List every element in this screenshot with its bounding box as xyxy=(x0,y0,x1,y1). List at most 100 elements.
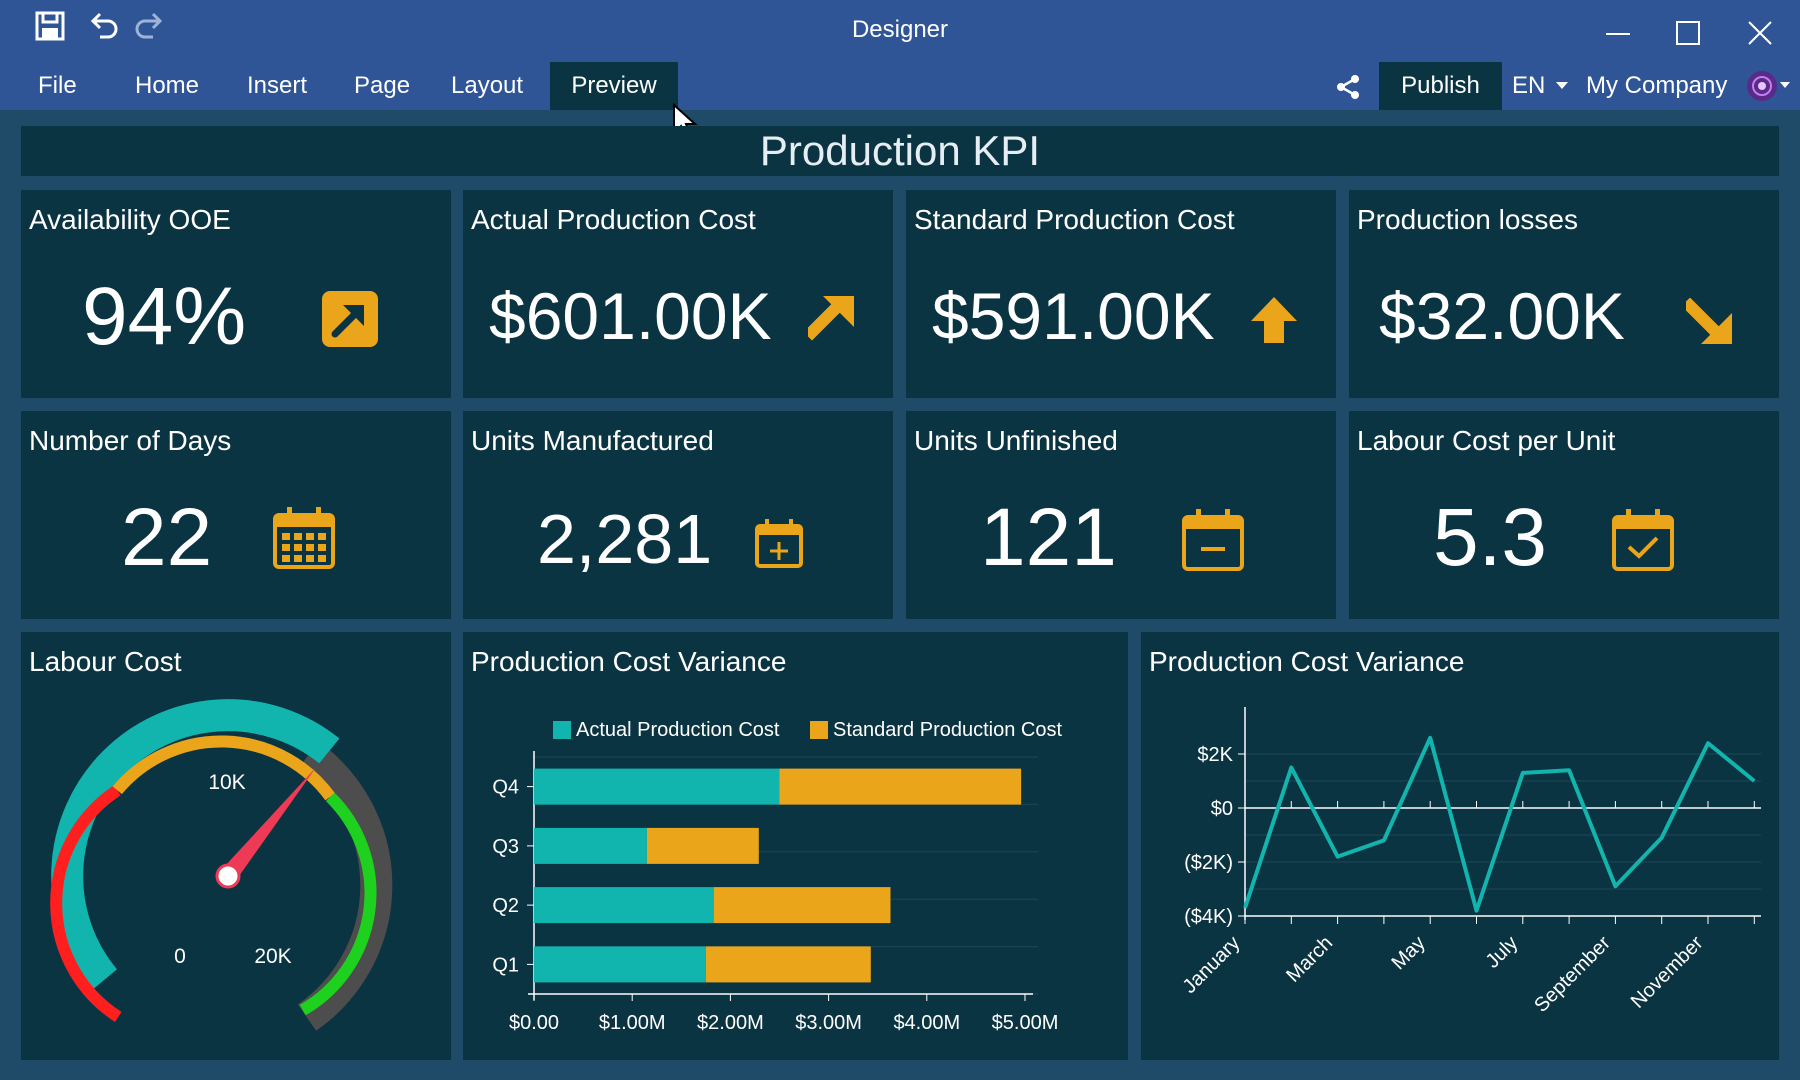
language-label: EN xyxy=(1512,72,1546,99)
chevron-down-icon xyxy=(1780,82,1790,88)
y-tick-label: Q2 xyxy=(492,895,519,917)
y-tick-label: $2K xyxy=(1197,744,1233,766)
x-tick-label: November xyxy=(1627,932,1708,1013)
user-menu[interactable] xyxy=(1746,70,1792,102)
bar-segment[interactable] xyxy=(534,768,780,805)
menu-insert[interactable]: Insert xyxy=(247,72,308,99)
line-chart-panel[interactable]: Production Cost Variance $2K $0 ($2K) ($4K)… xyxy=(1141,632,1779,1060)
bar-chart: Actual Production Cost Standard Producti… xyxy=(492,719,1062,1034)
bar-segment[interactable] xyxy=(646,827,759,864)
language-selector[interactable]: EN xyxy=(1512,62,1568,110)
kpi-title: Standard Production Cost xyxy=(914,204,1235,235)
y-tick-label: ($4K) xyxy=(1184,906,1233,928)
maximize-icon[interactable] xyxy=(1668,12,1708,52)
kpi-title: Production losses xyxy=(1357,204,1579,235)
kpi-card-production-losses[interactable]: Production losses $32.00K xyxy=(1349,190,1779,398)
gauge-yellow-band xyxy=(112,735,336,801)
x-tick-label: May xyxy=(1387,932,1429,974)
kpi-title: Units Manufactured xyxy=(471,425,714,456)
kpi-value: 5.3 xyxy=(1433,492,1547,583)
line-chart: $2K $0 ($2K) ($4K) January March May July Septem… xyxy=(1179,707,1761,1017)
x-tick-label: September xyxy=(1530,932,1615,1017)
menu-bar: File Home Insert Page Layout Preview Pub… xyxy=(0,62,1800,110)
bar-segment[interactable] xyxy=(534,887,714,924)
external-link-icon xyxy=(322,291,378,347)
close-icon[interactable] xyxy=(1740,12,1780,52)
bar-segment[interactable] xyxy=(534,827,647,864)
undo-icon[interactable] xyxy=(86,9,120,43)
menu-layout[interactable]: Layout xyxy=(451,72,524,99)
arrow-down-right-icon xyxy=(1686,298,1732,344)
x-tick-label: $5.00M xyxy=(992,1012,1059,1034)
gauge-red-band xyxy=(50,785,122,1022)
x-tick-label: $1.00M xyxy=(599,1012,666,1034)
menu-page[interactable]: Page xyxy=(354,72,411,99)
save-icon[interactable] xyxy=(33,9,67,43)
kpi-title: Availability OOE xyxy=(29,204,231,235)
company-name[interactable]: My Company xyxy=(1586,72,1728,99)
kpi-card-units-manufactured[interactable]: Units Manufactured 2,281 xyxy=(463,411,893,619)
kpi-value: 121 xyxy=(980,492,1117,583)
kpi-value: 22 xyxy=(121,492,213,583)
window-title: Designer xyxy=(851,16,949,43)
share-icon[interactable] xyxy=(1333,72,1363,102)
legend-swatch-standard xyxy=(810,721,828,739)
gauge-needle-hub xyxy=(215,863,241,889)
gauge-min-label: 0 xyxy=(174,945,186,968)
calendar-check-icon xyxy=(1612,509,1674,571)
kpi-value: $591.00K xyxy=(932,279,1215,353)
kpi-card-standard-cost[interactable]: Standard Production Cost $591.00K xyxy=(906,190,1336,398)
x-tick-label: $0.00 xyxy=(509,1012,559,1034)
bar-chart-panel[interactable]: Production Cost Variance Actual Producti… xyxy=(463,632,1128,1060)
gauge-value-arc xyxy=(51,699,340,990)
line-chart-title: Production Cost Variance xyxy=(1149,646,1465,677)
kpi-card-labour-cost-per-unit[interactable]: Labour Cost per Unit 5.3 xyxy=(1349,411,1779,619)
y-tick-label: $0 xyxy=(1211,798,1233,820)
line-series[interactable] xyxy=(1243,735,1756,913)
kpi-value: $601.00K xyxy=(489,279,772,353)
x-tick-label: $3.00M xyxy=(795,1012,862,1034)
y-tick-label: ($2K) xyxy=(1184,852,1233,874)
arrow-up-icon xyxy=(1251,297,1297,343)
avatar xyxy=(1747,71,1777,101)
x-tick-label: January xyxy=(1179,932,1245,998)
bar-segment[interactable] xyxy=(713,887,891,924)
kpi-card-availability[interactable]: Availability OOE 94% xyxy=(21,190,451,398)
kpi-card-units-unfinished[interactable]: Units Unfinished 121 xyxy=(906,411,1336,619)
gauge-title: Labour Cost xyxy=(29,646,182,677)
x-tick-label: $2.00M xyxy=(697,1012,764,1034)
gauge-panel-labour-cost[interactable]: Labour Cost 10K 0 20K xyxy=(21,632,451,1060)
kpi-title: Actual Production Cost xyxy=(471,204,756,235)
y-tick-label: Q1 xyxy=(492,954,519,976)
x-tick-label: July xyxy=(1482,932,1523,973)
kpi-card-number-of-days[interactable]: Number of Days 22 xyxy=(21,411,451,619)
menu-preview[interactable]: Preview xyxy=(550,62,678,110)
kpi-value: 2,281 xyxy=(537,500,713,578)
publish-button[interactable]: Publish xyxy=(1379,62,1502,110)
bar-segment[interactable] xyxy=(705,946,871,983)
bar-chart-title: Production Cost Variance xyxy=(471,646,787,677)
kpi-value: 94% xyxy=(82,271,247,362)
y-tick-label: Q3 xyxy=(492,836,519,858)
bar-segment[interactable] xyxy=(779,768,1022,805)
arrow-up-right-icon xyxy=(808,296,854,341)
gauge-max-label: 20K xyxy=(254,945,291,968)
x-tick-label: March xyxy=(1282,932,1337,987)
kpi-card-actual-cost[interactable]: Actual Production Cost $601.00K xyxy=(463,190,893,398)
legend-label-actual: Actual Production Cost xyxy=(576,719,780,741)
kpi-title: Labour Cost per Unit xyxy=(1357,425,1616,456)
menu-home[interactable]: Home xyxy=(135,72,200,99)
legend-swatch-actual xyxy=(553,721,571,739)
minimize-icon[interactable] xyxy=(1598,12,1638,52)
chevron-down-icon xyxy=(1556,82,1568,89)
calendar-icon xyxy=(273,507,335,569)
bar-segment[interactable] xyxy=(534,946,706,983)
kpi-value: $32.00K xyxy=(1379,279,1625,353)
gauge-mid-label: 10K xyxy=(208,771,245,794)
legend-label-standard: Standard Production Cost xyxy=(833,719,1062,741)
redo-icon[interactable] xyxy=(133,9,167,43)
calendar-minus-icon xyxy=(1182,509,1244,571)
title-bar: Designer xyxy=(0,0,1800,62)
menu-file[interactable]: File xyxy=(38,72,77,99)
x-tick-label: $4.00M xyxy=(893,1012,960,1034)
